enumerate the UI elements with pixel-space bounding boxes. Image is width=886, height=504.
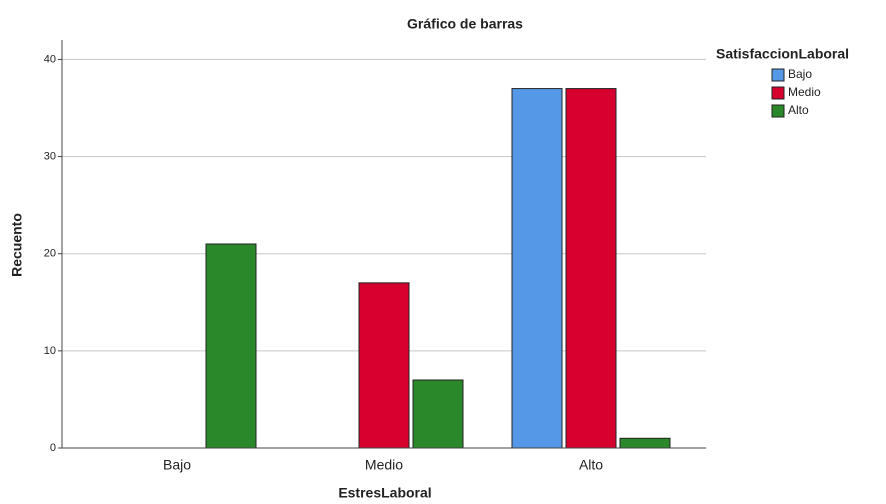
x-tick-label: Alto <box>579 457 603 473</box>
x-tick-label: Bajo <box>163 457 191 473</box>
y-axis-label: Recuento <box>9 213 25 277</box>
x-tick-label: Medio <box>365 457 403 473</box>
legend-swatch <box>771 86 785 100</box>
bar <box>358 282 410 449</box>
legend-swatch <box>771 68 785 82</box>
y-tick-label: 30 <box>44 150 56 162</box>
chart-title: Gráfico de barras <box>407 16 523 32</box>
bar <box>205 243 257 449</box>
bar <box>565 88 617 449</box>
legend-title: SatisfaccionLaboral <box>716 46 849 62</box>
y-tick-label: 40 <box>44 53 56 65</box>
bar <box>412 379 464 449</box>
bar <box>511 88 563 449</box>
legend-label: Alto <box>788 103 809 117</box>
bar <box>619 437 671 449</box>
y-tick-label: 20 <box>44 248 56 260</box>
legend-swatch <box>771 104 785 118</box>
legend-label: Bajo <box>788 67 812 81</box>
y-tick-label: 10 <box>44 345 56 357</box>
y-tick-label: 0 <box>50 442 56 454</box>
x-axis-label: EstresLaboral <box>338 485 431 501</box>
legend-label: Medio <box>788 85 821 99</box>
